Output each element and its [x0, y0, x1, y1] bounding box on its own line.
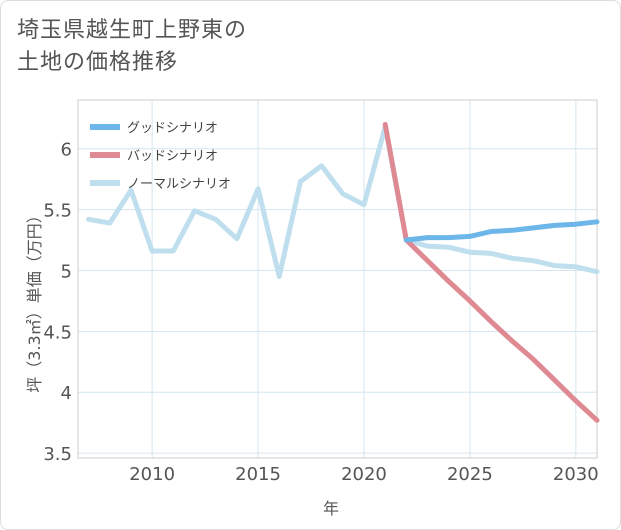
y-axis: 3.5 4 4.5 5 5.5 6 — [43, 140, 72, 465]
grid-lines — [78, 100, 597, 458]
x-tick-label: 2020 — [341, 464, 387, 485]
y-axis-label: 坪（3.3㎡）単価（万円） — [25, 207, 44, 392]
chart-title-line1: 埼玉県越生町上野東の — [17, 18, 248, 43]
plot-area-frame — [77, 99, 598, 459]
x-tick-label: 2015 — [235, 464, 281, 485]
legend-label-normal: ノーマルシナリオ — [127, 177, 231, 192]
x-axis: 2010 2015 2020 2025 2030 — [129, 464, 598, 485]
legend-label-bad: バッドシナリオ — [127, 149, 218, 164]
x-tick-label: 2025 — [447, 464, 493, 485]
chart-title: 埼玉県越生町上野東の 土地の価格推移 — [17, 15, 247, 79]
series-line-good — [403, 219, 600, 243]
legend-label-good: グッドシナリオ — [127, 121, 218, 136]
y-tick-label: 5 — [61, 261, 72, 282]
series-lines — [86, 121, 600, 423]
x-tick-label: 2010 — [129, 464, 175, 485]
series-line-normal — [86, 124, 600, 280]
chart-title-line2: 土地の価格推移 — [17, 50, 179, 75]
y-tick-label: 4.5 — [43, 322, 72, 343]
y-tick-label: 4 — [61, 383, 72, 404]
x-axis-label: 年 — [323, 499, 339, 518]
y-tick-label: 3.5 — [43, 444, 72, 465]
y-tick-label: 5.5 — [43, 201, 72, 222]
y-tick-label: 6 — [61, 140, 72, 161]
x-tick-label: 2030 — [553, 464, 599, 485]
series-line-bad — [382, 121, 600, 423]
